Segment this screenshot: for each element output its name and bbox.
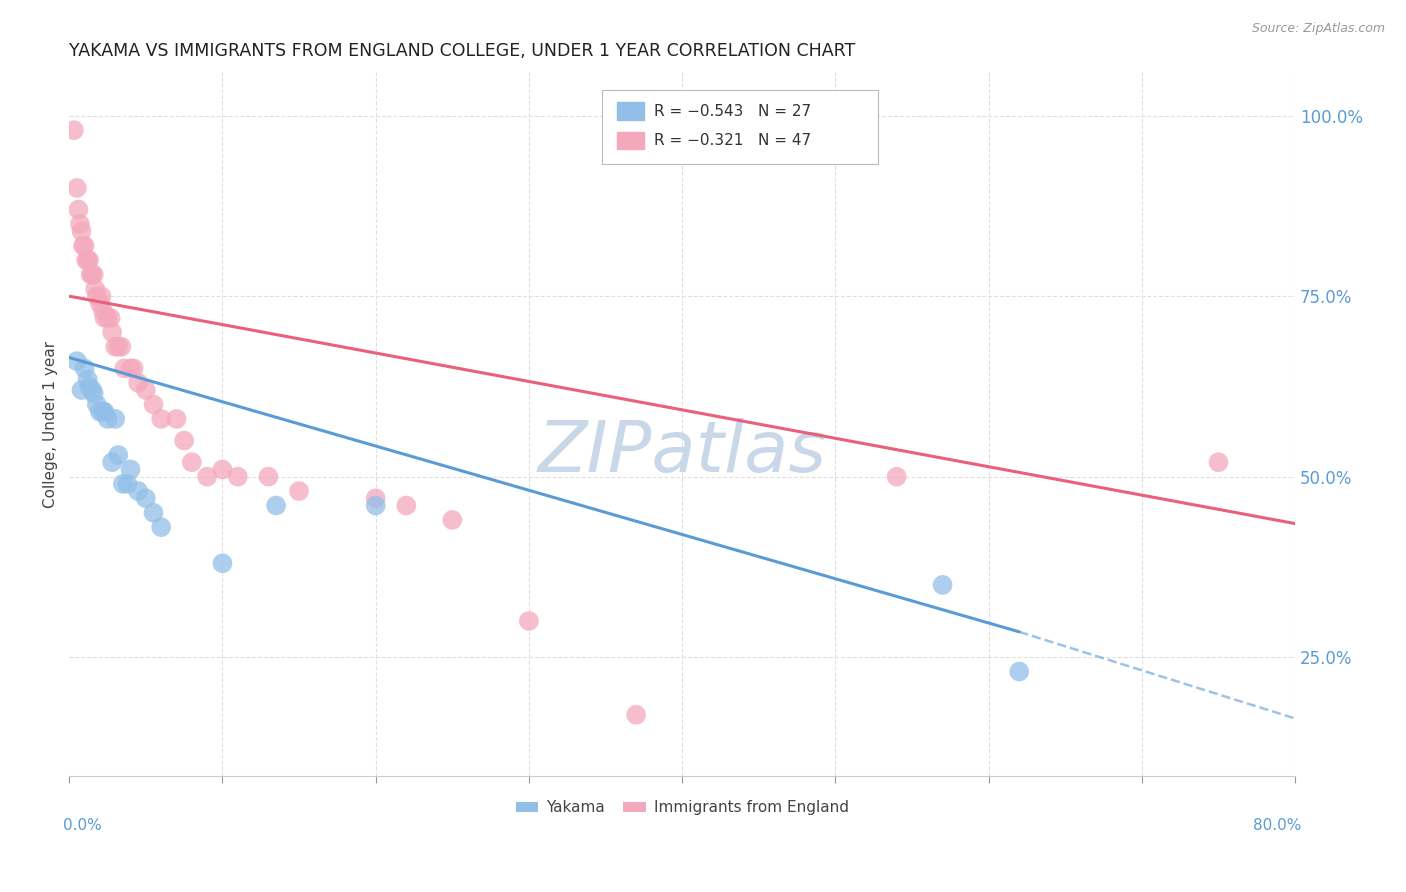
Point (75, 253, 97, 268)
FancyBboxPatch shape (602, 90, 879, 164)
Point (127, 376, 149, 390)
Text: YAKAMA VS IMMIGRANTS FROM ENGLAND COLLEGE, UNDER 1 YEAR CORRELATION CHART: YAKAMA VS IMMIGRANTS FROM ENGLAND COLLEG… (69, 42, 855, 60)
Point (72, 238, 94, 252)
Point (76, 253, 98, 268)
Point (79, 268, 101, 282)
Point (107, 448, 129, 462)
Text: 80.0%: 80.0% (1253, 819, 1301, 833)
Point (624, 707, 647, 722)
Point (82, 383, 104, 397)
Point (150, 412, 173, 426)
Point (82, 268, 104, 282)
Point (63, 123, 86, 137)
Point (67, 202, 90, 217)
Point (288, 484, 311, 499)
Point (886, 469, 908, 483)
Point (120, 361, 142, 376)
Point (107, 340, 129, 354)
Point (91, 405, 114, 419)
Point (89, 405, 111, 419)
Point (73, 361, 96, 376)
Point (257, 469, 280, 483)
Point (517, 614, 540, 628)
Point (89, 296, 111, 310)
Point (111, 476, 134, 491)
Point (135, 383, 157, 397)
Point (166, 412, 188, 426)
Point (66, 354, 89, 368)
Point (73, 238, 96, 252)
Point (70, 224, 93, 238)
Point (66, 181, 89, 195)
Point (110, 340, 132, 354)
Point (180, 455, 202, 469)
Point (142, 397, 165, 411)
Point (104, 340, 127, 354)
Point (96, 310, 118, 325)
Point (211, 462, 233, 476)
Point (100, 310, 122, 325)
Point (90, 289, 112, 303)
Text: Source: ZipAtlas.com: Source: ZipAtlas.com (1251, 22, 1385, 36)
Point (86, 289, 108, 303)
Point (83, 386, 105, 401)
Point (1208, 455, 1230, 469)
Point (195, 469, 218, 483)
Point (226, 469, 249, 483)
Point (142, 506, 165, 520)
Point (84, 282, 107, 296)
Point (86, 397, 108, 411)
Point (101, 455, 124, 469)
Point (931, 578, 953, 592)
Point (104, 412, 127, 426)
Point (211, 556, 233, 570)
Point (83, 268, 105, 282)
Y-axis label: College, Under 1 year: College, Under 1 year (44, 341, 58, 508)
Point (264, 499, 287, 513)
Point (93, 405, 115, 419)
Point (76, 372, 98, 386)
Point (77, 253, 100, 268)
Point (135, 491, 157, 506)
Text: R = −0.321   N = 47: R = −0.321 N = 47 (654, 133, 811, 148)
Point (96, 412, 118, 426)
Point (120, 462, 142, 476)
Bar (617, 103, 644, 120)
Point (69, 217, 91, 231)
Text: 0.0%: 0.0% (63, 819, 101, 833)
Point (117, 476, 139, 491)
Text: ZIPatlas: ZIPatlas (537, 418, 827, 487)
Point (101, 326, 124, 340)
Point (150, 520, 173, 534)
Point (364, 499, 387, 513)
Point (70, 383, 93, 397)
Point (122, 361, 145, 376)
Point (395, 499, 418, 513)
Point (112, 361, 135, 376)
Legend: Yakama, Immigrants from England: Yakama, Immigrants from England (509, 794, 855, 822)
Point (93, 310, 115, 325)
Point (173, 434, 195, 448)
Point (441, 513, 464, 527)
Text: R = −0.543   N = 27: R = −0.543 N = 27 (654, 103, 811, 119)
Point (364, 491, 387, 506)
Point (91, 303, 114, 318)
Point (1008, 665, 1031, 679)
Point (127, 484, 149, 499)
Point (77, 379, 100, 393)
Bar (617, 132, 644, 150)
